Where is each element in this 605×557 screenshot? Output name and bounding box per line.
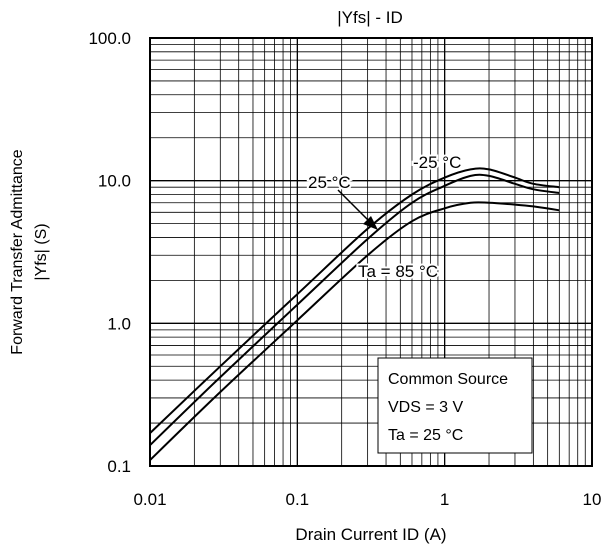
series-label-85: Ta = 85 °C — [358, 262, 438, 281]
x-tick-label: 1 — [440, 490, 449, 509]
y-tick-label: 1.0 — [107, 314, 131, 333]
y-tick-label: 0.1 — [107, 457, 131, 476]
chart-title: |Yfs| - ID — [337, 8, 403, 27]
x-tick-label: 0.01 — [133, 490, 166, 509]
plot-frame — [149, 37, 593, 467]
legend-line-2: VDS = 3 V — [388, 399, 463, 416]
series-line-1 — [149, 173, 560, 446]
legend-box: Common Source VDS = 3 V Ta = 25 °C — [377, 357, 533, 454]
label-arrow-head — [363, 216, 378, 230]
series-line-0 — [149, 167, 560, 434]
y-axis-label-line2: |Yfs| (S) — [33, 223, 50, 280]
x-tick-label: 10 — [583, 490, 602, 509]
legend-box-frame — [377, 357, 533, 454]
series-label-neg25: -25 °C — [413, 153, 461, 172]
series-line-2 — [149, 201, 560, 461]
label-arrow — [337, 189, 378, 230]
x-tick-labels: 0.01 0.1 1 10 — [133, 490, 601, 509]
x-tick-label: 0.1 — [286, 490, 310, 509]
legend-line-1: Common Source — [388, 371, 508, 388]
legend-line-3: Ta = 25 °C — [388, 427, 463, 444]
y-tick-label: 10.0 — [98, 172, 131, 191]
series-label-25: 25 °C — [308, 173, 351, 192]
y-tick-label: 100.0 — [88, 29, 131, 48]
y-axis-label-line1: Forward Transfer Admittance — [9, 149, 26, 355]
x-axis-label: Drain Current ID (A) — [295, 525, 446, 544]
y-tick-labels: 0.1 1.0 10.0 100.0 — [88, 29, 131, 476]
label-arrow-line — [337, 189, 369, 221]
series-group — [149, 167, 560, 461]
